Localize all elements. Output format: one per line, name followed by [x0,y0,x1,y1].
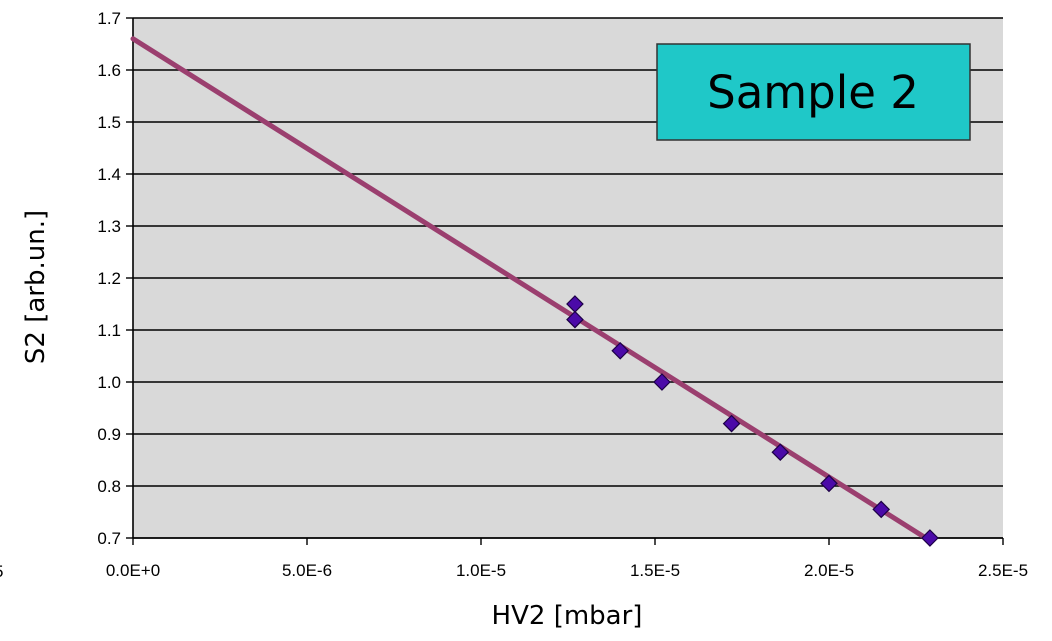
data-points [566,295,939,547]
y-axis-title: S2 [arb.un.] [21,210,51,364]
data-point-diamond [566,310,584,329]
data-point-diamond [872,500,891,519]
x-tick-label: 2.5E-5 [978,561,1028,580]
sample-label-box: Sample 2 [656,43,971,141]
y-tick-label: 1.0 [97,373,121,392]
data-point-diamond [653,373,671,391]
y-tick-label: 0.7 [97,529,121,548]
sample-label-text: Sample 2 [707,66,919,119]
x-tick-label: 2.0E-5 [804,561,854,580]
fit-line [130,36,933,544]
y-tick-label: 1.4 [97,165,121,184]
data-point-diamond [921,529,939,547]
x-tick-label: 0.0E+0 [106,561,160,580]
y-tick-label: 1.7 [97,9,121,28]
y-tick-label: 1.2 [97,269,121,288]
y-tick-label: 1.1 [97,321,121,340]
y-tick-label: 1.6 [97,61,121,80]
data-point-diamond [820,474,838,493]
y-tick-label: 1.3 [97,217,121,236]
x-tick-label: 5.0E-6 [282,561,332,580]
x-tick-label: 1.5E-5 [630,561,680,580]
y-tick-label: 0.8 [97,477,121,496]
sample-label-box-background [656,43,971,141]
y-tick-label: 0.9 [97,425,121,444]
y-tick-label: 1.5 [97,113,121,132]
data-point-diamond [611,341,630,360]
fit-line-layer [130,36,933,544]
data-point-diamond [722,414,741,433]
left-cut-label: 5 [0,562,3,581]
x-axis-title: HV2 [mbar] [492,601,643,631]
data-point-diamond [771,443,790,462]
x-tick-label: 1.0E-5 [456,561,506,580]
axes [126,17,1004,545]
tick-labels: 0.7 0.8 0.9 1.0 1.1 1.2 1.3 1.4 1.5 1.6 1.7 0.0E+0 5… [97,9,1028,580]
